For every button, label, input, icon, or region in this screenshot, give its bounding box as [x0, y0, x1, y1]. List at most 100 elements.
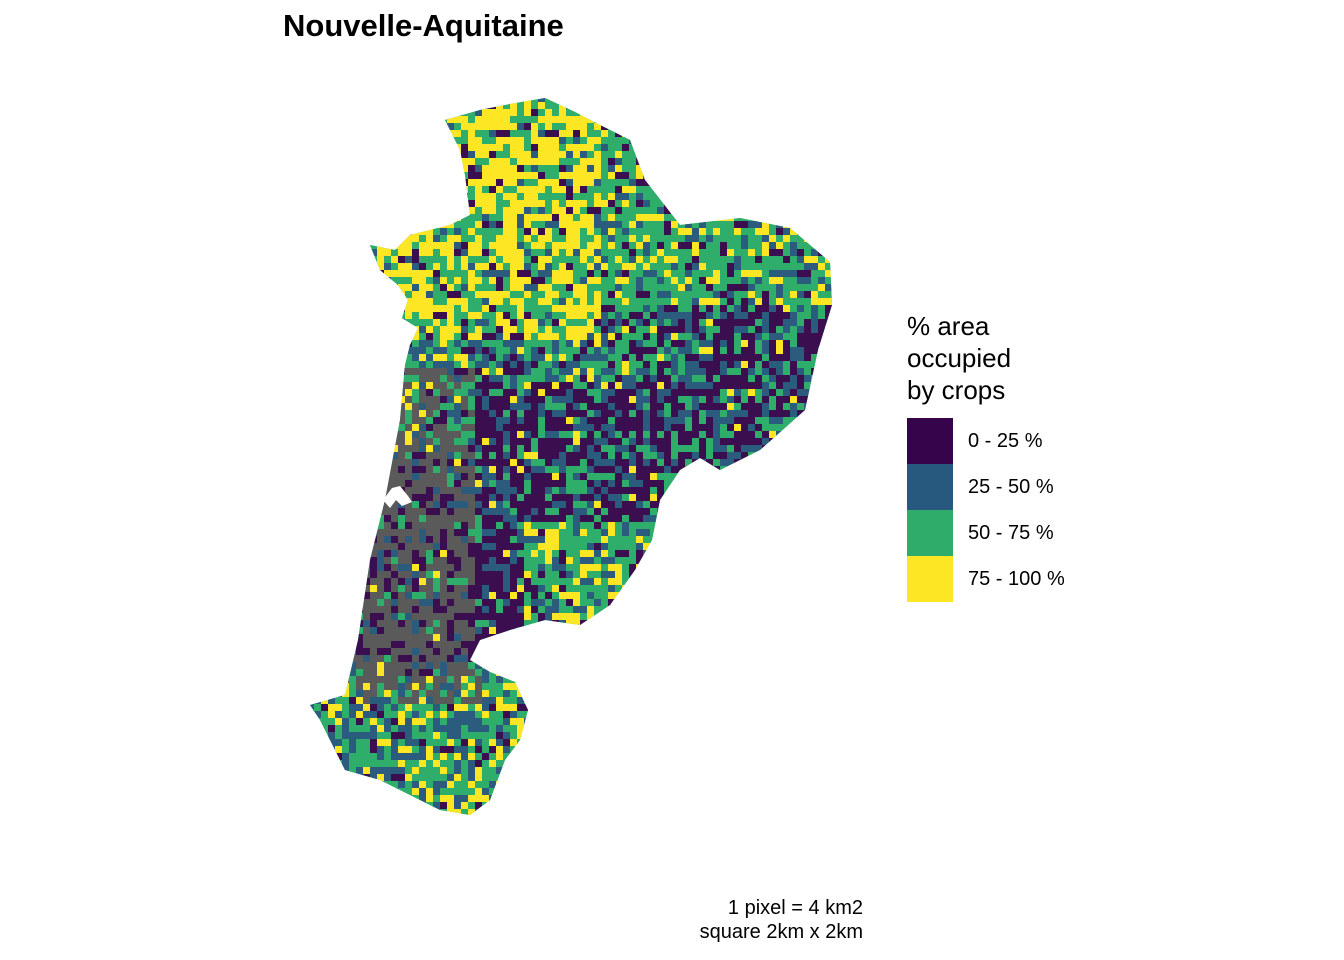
map-pixel: [510, 312, 517, 319]
map-pixel: [310, 102, 314, 109]
map-pixel: [475, 228, 482, 235]
map-pixel: [426, 207, 433, 214]
map-pixel: [769, 109, 776, 116]
map-pixel: [650, 123, 657, 130]
map-pixel: [405, 522, 412, 529]
map-pixel: [517, 361, 524, 368]
map-pixel: [650, 515, 657, 522]
map-pixel: [391, 207, 398, 214]
map-pixel: [685, 158, 692, 165]
map-pixel: [370, 179, 377, 186]
map-pixel: [678, 473, 685, 480]
map-pixel: [643, 305, 650, 312]
map-pixel: [741, 354, 748, 361]
map-pixel: [762, 312, 769, 319]
map-pixel: [384, 130, 391, 137]
map-pixel: [678, 116, 685, 123]
map-pixel: [503, 508, 510, 515]
map-pixel: [349, 291, 356, 298]
map-pixel: [790, 389, 797, 396]
map-pixel: [328, 459, 335, 466]
map-pixel: [517, 305, 524, 312]
map-pixel: [811, 235, 818, 242]
map-pixel: [468, 137, 475, 144]
map-pixel: [720, 186, 727, 193]
map-pixel: [531, 102, 538, 109]
map-pixel: [825, 221, 832, 228]
map-pixel: [762, 228, 769, 235]
map-pixel: [412, 480, 419, 487]
map-pixel: [741, 116, 748, 123]
map-pixel: [517, 382, 524, 389]
map-pixel: [363, 270, 370, 277]
pixel-layer: [310, 98, 846, 815]
map-pixel: [538, 522, 545, 529]
map-pixel: [321, 529, 328, 536]
map-pixel: [713, 382, 720, 389]
map-pixel: [811, 228, 818, 235]
map-pixel: [727, 361, 734, 368]
map-pixel: [538, 361, 545, 368]
map-pixel: [391, 368, 398, 375]
map-pixel: [412, 445, 419, 452]
map-pixel: [699, 480, 706, 487]
map-pixel: [489, 109, 496, 116]
map-pixel: [566, 228, 573, 235]
map-pixel: [594, 473, 601, 480]
map-pixel: [454, 228, 461, 235]
map-pixel: [461, 522, 468, 529]
map-pixel: [727, 172, 734, 179]
map-pixel: [748, 347, 755, 354]
map-pixel: [552, 249, 559, 256]
map-pixel: [447, 151, 454, 158]
map-pixel: [636, 102, 643, 109]
map-pixel: [580, 473, 587, 480]
map-pixel: [398, 256, 405, 263]
map-pixel: [349, 326, 356, 333]
map-pixel: [678, 396, 685, 403]
map-pixel: [685, 431, 692, 438]
map-pixel: [349, 186, 356, 193]
map-pixel: [664, 179, 671, 186]
map-pixel: [629, 270, 636, 277]
map-pixel: [342, 431, 349, 438]
map-pixel: [615, 158, 622, 165]
map-pixel: [706, 235, 713, 242]
map-pixel: [545, 200, 552, 207]
map-pixel: [496, 123, 503, 130]
map-pixel: [545, 445, 552, 452]
map-pixel: [713, 102, 720, 109]
map-pixel: [825, 529, 832, 536]
map-pixel: [790, 529, 797, 536]
map-pixel: [741, 326, 748, 333]
map-pixel: [755, 193, 762, 200]
map-pixel: [321, 256, 328, 263]
map-pixel: [496, 319, 503, 326]
map-pixel: [818, 403, 825, 410]
map-pixel: [762, 186, 769, 193]
map-pixel: [811, 445, 818, 452]
map-pixel: [310, 354, 314, 361]
map-pixel: [685, 522, 692, 529]
map-pixel: [566, 473, 573, 480]
map-pixel: [405, 270, 412, 277]
map-pixel: [818, 382, 825, 389]
map-pixel: [839, 445, 846, 452]
map-pixel: [776, 193, 783, 200]
map-pixel: [461, 263, 468, 270]
map-pixel: [440, 501, 447, 508]
map-pixel: [475, 403, 482, 410]
map-pixel: [594, 109, 601, 116]
map-pixel: [440, 473, 447, 480]
map-pixel: [468, 102, 475, 109]
map-pixel: [517, 487, 524, 494]
map-pixel: [384, 242, 391, 249]
map-pixel: [783, 298, 790, 305]
map-pixel: [608, 270, 615, 277]
map-pixel: [468, 333, 475, 340]
map-pixel: [356, 130, 363, 137]
map-pixel: [594, 249, 601, 256]
map-pixel: [622, 501, 629, 508]
map-pixel: [377, 361, 384, 368]
map-pixel: [531, 326, 538, 333]
